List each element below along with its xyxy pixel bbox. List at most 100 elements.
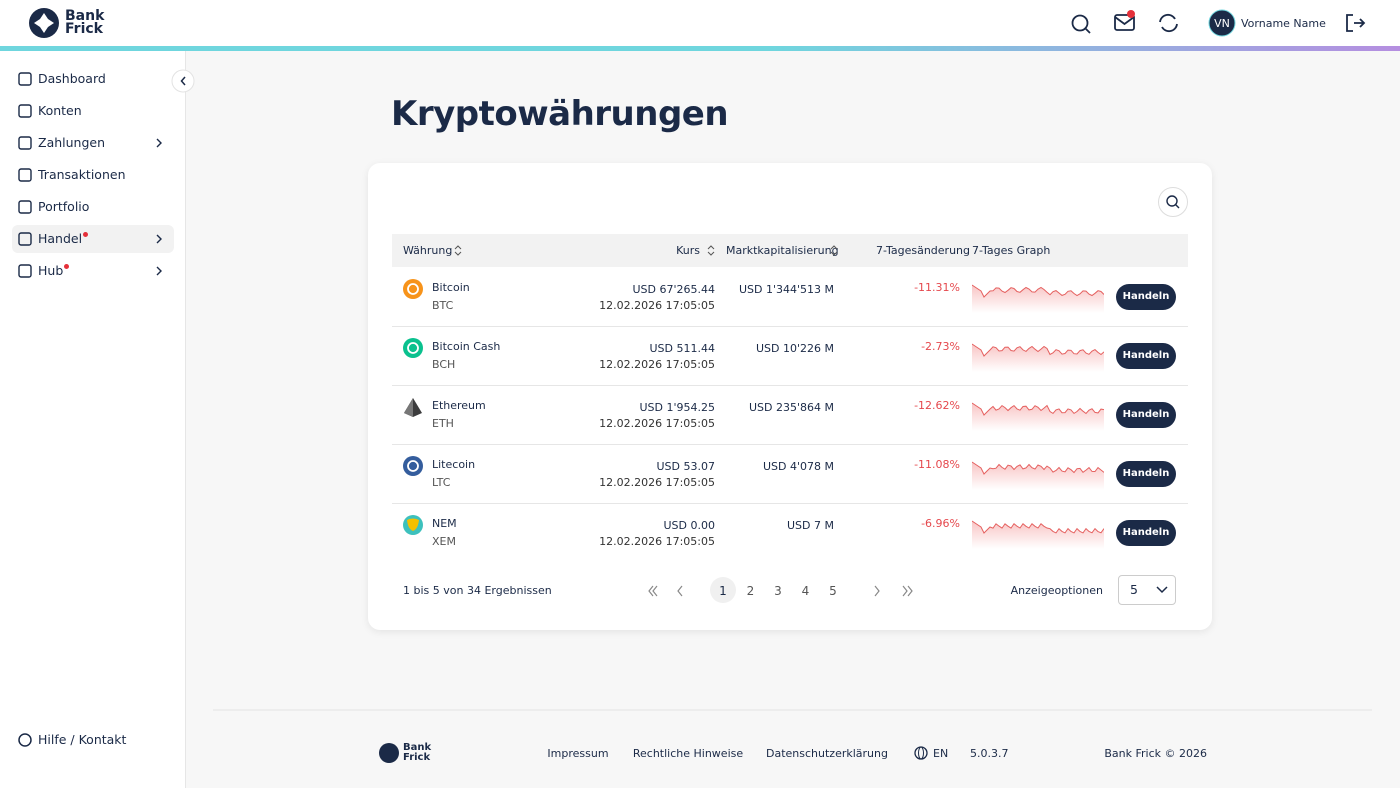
- sort-icon[interactable]: [707, 245, 715, 256]
- results-summary: 1 bis 5 von 34 Ergebnissen: [403, 584, 552, 597]
- page-number[interactable]: 2: [746, 584, 755, 598]
- price-date: 12.02.2026 17:05:05: [599, 535, 715, 548]
- column-header[interactable]: Marktkapitalisierung: [726, 244, 839, 257]
- nav-icon: [18, 200, 32, 214]
- mail-badge: [1127, 10, 1135, 18]
- sort-icon[interactable]: [454, 245, 462, 256]
- coin-symbol: ETH: [432, 417, 454, 430]
- mail-icon[interactable]: [1114, 14, 1135, 31]
- column-header[interactable]: Währung: [403, 244, 453, 257]
- nav-item[interactable]: Dashboard: [38, 71, 106, 86]
- page-size[interactable]: 5: [1130, 582, 1138, 597]
- nav-item[interactable]: Konten: [38, 103, 82, 118]
- trade-button[interactable]: Handeln: [1116, 402, 1176, 428]
- coin-icon: [403, 456, 423, 476]
- coin-icon: [403, 338, 423, 358]
- user-name[interactable]: Vorname Name: [1241, 17, 1326, 30]
- nav-icon: [18, 104, 32, 118]
- page-number[interactable]: 4: [801, 584, 810, 598]
- change: -11.31%: [914, 281, 960, 294]
- copyright: Bank Frick © 2026: [1104, 747, 1207, 760]
- nav-item[interactable]: Portfolio: [38, 199, 90, 214]
- search-icon[interactable]: [1071, 14, 1089, 32]
- sort-icon[interactable]: [830, 245, 838, 256]
- header: [0, 0, 1400, 48]
- sparkline: [972, 343, 1104, 372]
- row-divider: [392, 503, 1188, 504]
- logo-line: Bank: [65, 8, 105, 24]
- table-header: [392, 234, 1188, 267]
- sync-icon[interactable]: [1159, 13, 1178, 33]
- coin-name: Ethereum: [432, 399, 486, 412]
- trade-button[interactable]: Handeln: [1116, 343, 1176, 369]
- page-number[interactable]: 1: [719, 584, 727, 598]
- trade-button[interactable]: Handeln: [1116, 461, 1176, 487]
- coin-name: Bitcoin: [432, 281, 470, 294]
- page-nav[interactable]: [644, 584, 914, 598]
- nav-item[interactable]: Zahlungen: [38, 135, 106, 150]
- avatar[interactable]: [1208, 9, 1236, 37]
- change: -6.96%: [921, 517, 960, 530]
- footer-link[interactable]: Impressum: [547, 747, 609, 760]
- footer-logo: Bank Frick: [379, 743, 431, 763]
- collapse-button[interactable]: [171, 69, 195, 93]
- collapse-chevron: [180, 76, 186, 86]
- footer-logo-line: Frick: [403, 752, 431, 763]
- price-date: 12.02.2026 17:05:05: [599, 417, 715, 430]
- page-number[interactable]: 5: [829, 584, 837, 598]
- nav-item[interactable]: Hub: [38, 263, 70, 279]
- price: USD 67'265.44: [632, 283, 715, 296]
- page-size-select: [1118, 575, 1176, 605]
- coin-symbol: XEM: [432, 535, 456, 548]
- nav-item[interactable]: Handel: [38, 231, 89, 247]
- nav-badge: [83, 232, 89, 237]
- coin-icon: [404, 398, 422, 417]
- sparkline: [972, 402, 1104, 431]
- footer-link[interactable]: Datenschutzerklärung: [766, 747, 888, 760]
- trade-button[interactable]: Handeln: [1116, 284, 1176, 310]
- change: -12.62%: [914, 399, 960, 412]
- logo-symbol: [34, 13, 54, 33]
- nav-icon: [18, 168, 32, 182]
- search-icon-handle: [1084, 27, 1091, 34]
- coin-name: Litecoin: [432, 458, 476, 471]
- change: -11.08%: [914, 458, 960, 471]
- mail-icon-flap: [1114, 16, 1135, 26]
- language[interactable]: EN: [933, 747, 949, 760]
- price-date: 12.02.2026 17:05:05: [599, 476, 715, 489]
- footer-logo-mark: [379, 743, 399, 763]
- trade-button[interactable]: Handeln: [1116, 520, 1176, 546]
- sparkline: [972, 284, 1104, 313]
- nav-chevron: [156, 266, 162, 276]
- avatar-initials: VN: [1214, 17, 1230, 30]
- logout-icon[interactable]: [1346, 14, 1366, 32]
- coin-name: Bitcoin Cash: [432, 340, 501, 353]
- price: USD 511.44: [649, 342, 716, 355]
- help-link[interactable]: Hilfe / Kontakt: [38, 732, 127, 747]
- footer-logo-line: Bank: [403, 742, 432, 753]
- change: -2.73%: [921, 340, 960, 353]
- coin-symbol: BTC: [432, 299, 454, 312]
- version: 5.0.3.7: [970, 747, 1009, 760]
- market-cap: USD 235'864 M: [748, 401, 834, 414]
- market-cap: USD 7 M: [787, 519, 834, 532]
- column-header[interactable]: Kurs: [676, 244, 700, 257]
- row-divider: [392, 326, 1188, 327]
- nav-icon: [18, 232, 32, 246]
- row-divider: [392, 385, 1188, 386]
- price: USD 1'954.25: [639, 401, 715, 414]
- nav-badge: [64, 264, 70, 269]
- page-title: Kryptowährungen: [391, 94, 729, 134]
- page-current-bg: [710, 577, 736, 603]
- coin-symbol: LTC: [432, 476, 451, 489]
- column-header: 7-Tagesänderung: [876, 244, 970, 257]
- table-search[interactable]: [1157, 186, 1189, 218]
- coin-name: NEM: [432, 517, 457, 530]
- page-number[interactable]: 3: [774, 584, 782, 598]
- row-divider: [392, 444, 1188, 445]
- coin-symbol: BCH: [432, 358, 456, 371]
- nav-item[interactable]: Transaktionen: [38, 167, 126, 182]
- footer-link[interactable]: Rechtliche Hinweise: [632, 747, 744, 760]
